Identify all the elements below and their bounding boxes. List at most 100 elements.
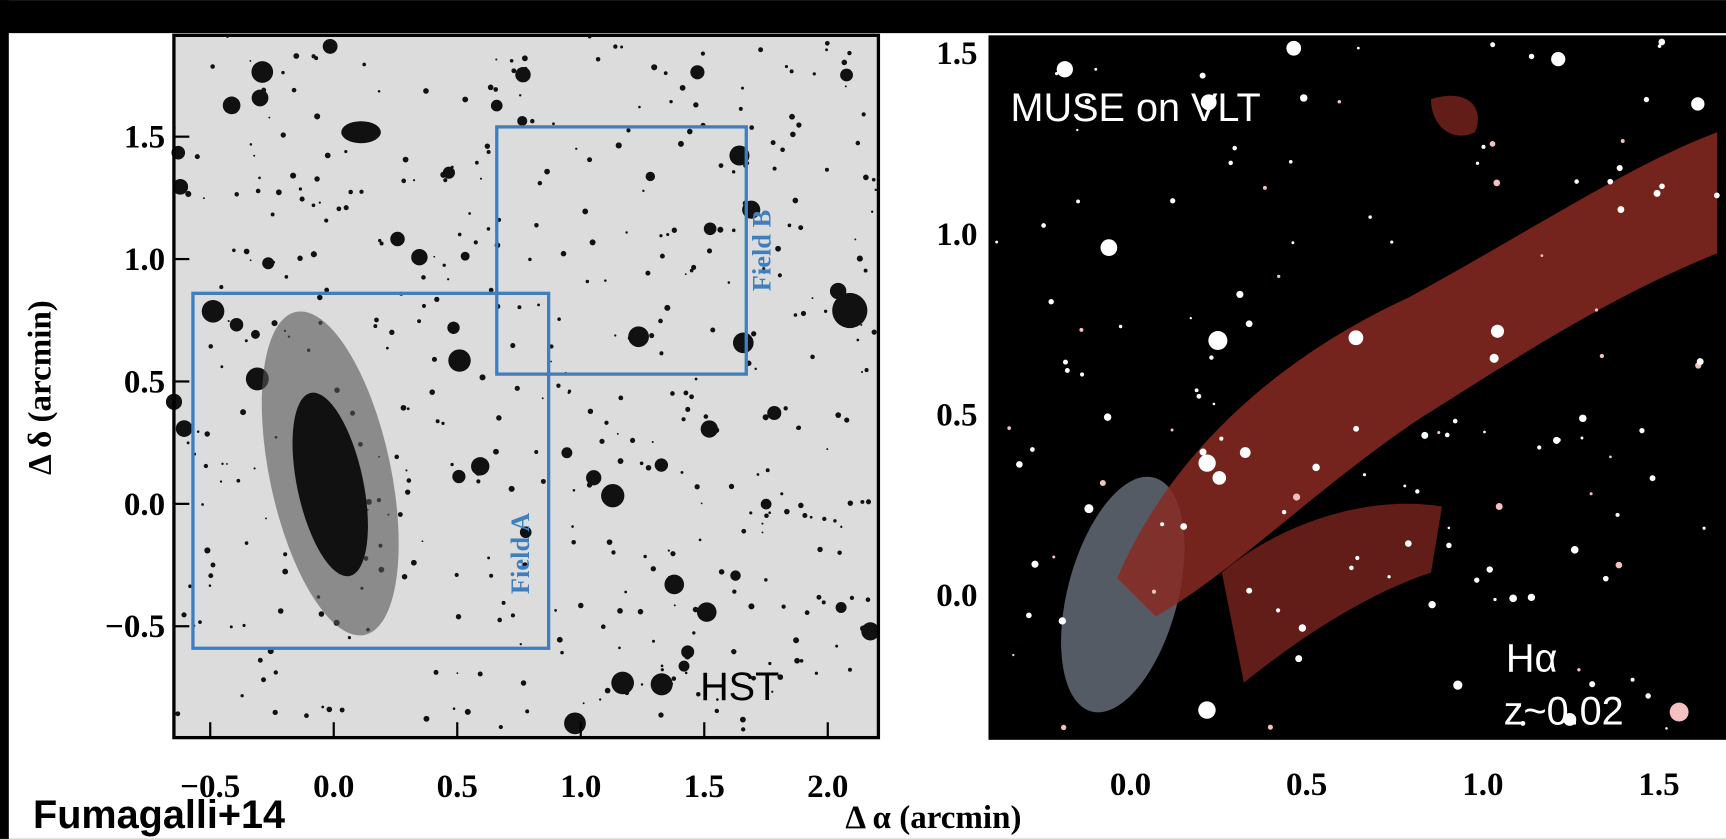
x-tick-label: 0.5 <box>1286 767 1327 803</box>
star <box>268 117 270 119</box>
star <box>780 492 783 495</box>
star <box>1208 331 1227 350</box>
star <box>590 239 596 245</box>
star <box>796 122 801 127</box>
star <box>402 574 407 579</box>
star <box>204 431 209 436</box>
star <box>1691 97 1704 110</box>
star <box>672 228 677 233</box>
star <box>348 636 351 639</box>
star <box>1080 372 1084 376</box>
star <box>441 422 444 425</box>
star <box>860 500 864 504</box>
star <box>1016 461 1023 468</box>
star <box>1246 588 1252 594</box>
star <box>458 233 462 237</box>
star <box>1197 394 1202 399</box>
star <box>1490 354 1499 363</box>
star <box>411 560 417 566</box>
star <box>645 271 650 276</box>
star <box>810 516 813 519</box>
star <box>204 464 208 468</box>
star <box>826 448 828 450</box>
star <box>739 107 743 111</box>
star <box>640 461 644 465</box>
y-tick-label: 1.0 <box>124 242 165 278</box>
star <box>252 90 269 107</box>
star <box>245 339 248 342</box>
star <box>871 211 873 213</box>
star <box>1481 145 1485 149</box>
star <box>1405 540 1412 547</box>
star <box>1061 725 1066 730</box>
star <box>422 304 426 308</box>
star <box>398 512 403 517</box>
star <box>478 672 483 677</box>
star <box>1487 566 1493 572</box>
star <box>666 233 669 236</box>
star <box>707 248 712 253</box>
star <box>468 212 471 215</box>
star <box>292 88 297 93</box>
star <box>822 600 826 604</box>
star <box>1589 681 1595 687</box>
star <box>856 141 861 146</box>
star <box>861 622 879 640</box>
star <box>655 458 668 471</box>
star <box>465 709 471 715</box>
star <box>394 455 399 460</box>
star <box>685 672 688 675</box>
star <box>515 67 530 82</box>
star <box>1213 471 1227 485</box>
star <box>443 178 447 182</box>
star <box>607 539 613 545</box>
line-label: Hα <box>1506 637 1558 681</box>
star <box>794 313 798 317</box>
star <box>447 278 449 280</box>
star <box>1453 419 1458 424</box>
star <box>757 473 760 476</box>
star <box>202 300 225 323</box>
star <box>785 65 788 68</box>
star <box>502 601 506 605</box>
star <box>793 637 799 643</box>
star <box>741 727 745 731</box>
star <box>265 517 267 519</box>
star <box>493 87 498 92</box>
star <box>790 132 796 138</box>
star <box>485 144 490 149</box>
star <box>728 281 731 284</box>
star <box>624 591 627 594</box>
star <box>405 469 407 471</box>
star <box>450 463 453 466</box>
star <box>230 100 236 106</box>
star <box>211 563 216 568</box>
star <box>1631 678 1635 682</box>
star <box>1496 503 1503 510</box>
star <box>1603 576 1609 582</box>
star <box>378 90 381 93</box>
star <box>842 60 848 66</box>
y-tick-label: 1.5 <box>936 36 977 72</box>
star <box>833 519 836 522</box>
star <box>557 637 563 643</box>
star <box>872 330 877 335</box>
galaxy <box>341 121 381 143</box>
star <box>768 511 771 514</box>
figure: Field AField BHST−0.50.00.51.01.52.0−0.5… <box>0 0 1726 839</box>
star <box>714 427 720 433</box>
star <box>290 173 296 179</box>
star <box>857 339 860 342</box>
star <box>822 517 826 521</box>
star <box>273 710 278 715</box>
star <box>499 725 503 729</box>
star <box>1246 320 1253 327</box>
star <box>314 176 319 181</box>
star <box>784 509 790 515</box>
star <box>764 578 767 581</box>
star <box>474 240 478 244</box>
star <box>715 709 719 713</box>
star <box>701 503 703 505</box>
star <box>1057 61 1073 77</box>
star <box>758 47 763 52</box>
